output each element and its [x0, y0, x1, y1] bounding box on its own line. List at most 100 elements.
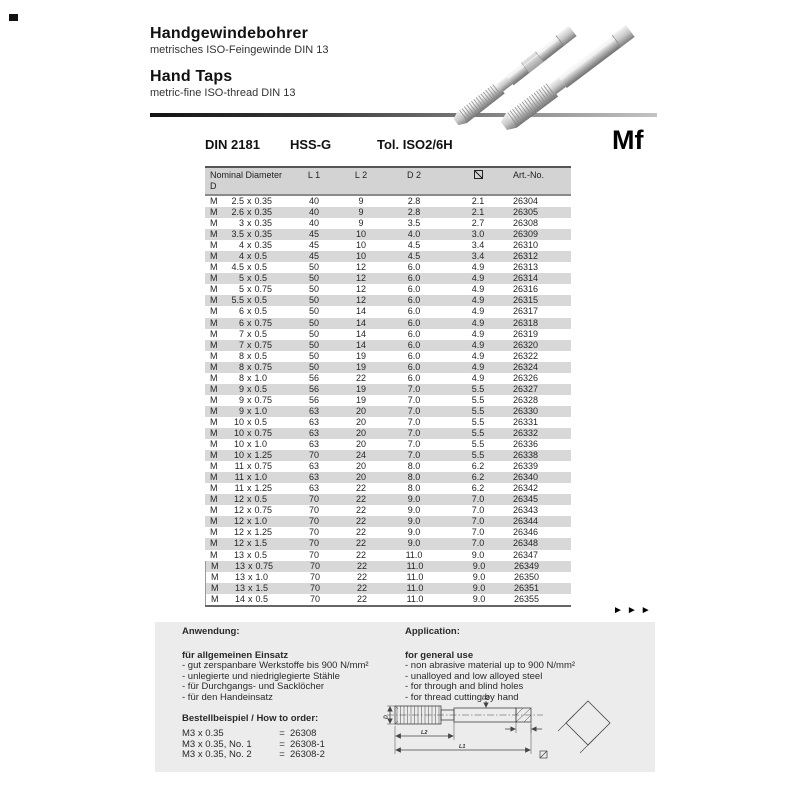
table-row: M 6 x 0.5 50 14 6.0 4.9 26317 — [205, 306, 571, 317]
cell-art-no: 26314 — [513, 273, 539, 284]
cell-d2: 6.0 — [407, 339, 421, 350]
cell-d2: 6.0 — [407, 350, 421, 361]
table-row: M 5 x 0.5 50 12 6.0 4.9 26314 — [205, 273, 571, 285]
table-row: M 10 x 0.5 63 20 7.0 5.5 26331 — [205, 417, 571, 428]
table-row: M 12 x 1.25 70 22 9.0 7.0 26346 — [205, 527, 571, 538]
cell-l2: 22 — [355, 372, 366, 383]
cell-nominal: M 8 x 1.0 — [210, 372, 268, 383]
table-row: M 11 x 1.25 63 22 8.0 6.2 26342 — [205, 483, 571, 494]
cell-square: 4.9 — [471, 273, 485, 284]
cell-art-no: 26312 — [513, 251, 539, 262]
cell-nominal: M 2.5 x 0.35 — [210, 196, 273, 206]
cell-l2: 10 — [355, 240, 366, 251]
cell-art-no: 26304 — [513, 196, 539, 206]
cell-nominal: M 5 x 0.75 — [210, 284, 273, 295]
cell-square: 4.9 — [471, 284, 485, 295]
table-row: M 4.5 x 0.5 50 12 6.0 4.9 26313 — [205, 262, 571, 273]
cell-art-no: 26305 — [513, 207, 539, 218]
cell-d2: 6.0 — [407, 284, 421, 295]
cell-art-no: 26319 — [513, 328, 539, 339]
cell-square: 5.5 — [471, 439, 485, 450]
cell-d2: 6.0 — [407, 328, 421, 339]
cell-square: 4.9 — [471, 306, 485, 317]
cell-l2: 12 — [355, 295, 366, 306]
order-example-heading: Bestellbeispiel / How to order: — [182, 713, 319, 724]
cell-nominal: M 4.5 x 0.5 — [210, 262, 268, 273]
cell-nominal: M 13 x 0.75 — [211, 560, 274, 571]
cell-art-no: 26324 — [513, 361, 539, 372]
cell-l1: 50 — [308, 317, 319, 328]
cell-l1: 56 — [308, 372, 319, 383]
cell-nominal: M 5 x 0.5 — [210, 273, 268, 284]
table-row: M 4 x 0.35 45 10 4.5 3.4 26310 — [205, 240, 571, 251]
diagram-label-d: D — [384, 715, 390, 719]
cell-l2: 22 — [355, 516, 366, 527]
cell-nominal: M 12 x 0.75 — [210, 505, 273, 516]
cell-square: 6.2 — [471, 472, 485, 483]
cell-art-no: 26317 — [513, 306, 539, 317]
cell-nominal: M 4 x 0.5 — [210, 251, 268, 262]
bullet-line: - für Durchgangs- und Sacklöcher — [182, 681, 325, 692]
cell-l2: 20 — [355, 461, 366, 472]
cell-l2: 22 — [356, 582, 367, 593]
cell-l1: 70 — [308, 505, 319, 516]
cell-art-no: 26328 — [513, 394, 539, 405]
cell-l2: 14 — [355, 306, 366, 317]
cell-square: 4.9 — [471, 317, 485, 328]
cell-nominal: M 10 x 1.25 — [210, 450, 273, 461]
cell-nominal: M 7 x 0.5 — [210, 328, 268, 339]
cell-art-no: 26348 — [513, 538, 539, 549]
cell-nominal: M 12 x 1.25 — [210, 527, 273, 538]
cell-l1: 40 — [308, 196, 319, 206]
table-row: M 14 x 0.5 70 22 11.0 9.0 26355 — [205, 593, 571, 605]
cell-nominal: M 2.6 x 0.35 — [210, 207, 273, 218]
cell-square: 9.0 — [472, 582, 486, 593]
order-example-row: M3 x 0.35, No. 1 = 26308-1 — [182, 738, 325, 750]
cell-nominal: M 5.5 x 0.5 — [210, 295, 268, 306]
cell-l1: 56 — [308, 383, 319, 394]
cell-d2: 8.0 — [407, 472, 421, 483]
bullet-line: - gut zerspanbare Werkstoffe bis 900 N/m… — [182, 660, 369, 671]
cell-square: 2.1 — [471, 207, 485, 218]
use-list-german: - gut zerspanbare Werkstoffe bis 900 N/m… — [182, 660, 400, 703]
cell-art-no: 26339 — [513, 461, 539, 472]
col-header-d2: D 2 — [406, 170, 421, 180]
cell-l2: 12 — [355, 273, 366, 284]
cell-square: 5.5 — [471, 416, 485, 427]
table-row: M 12 x 0.5 70 22 9.0 7.0 26345 — [205, 494, 571, 506]
cell-square: 5.5 — [471, 427, 485, 438]
table-row: M 12 x 1.0 70 22 9.0 7.0 26344 — [205, 516, 571, 528]
cell-art-no: 26331 — [513, 416, 539, 427]
tap-dimension-drawing: D D2 L2 L1 — [384, 696, 611, 759]
use-title-german: für allgemeinen Einsatz — [182, 649, 289, 661]
cell-d2: 7.0 — [407, 383, 421, 394]
cell-nominal: M 12 x 1.5 — [210, 538, 268, 549]
cell-square: 4.9 — [471, 339, 485, 350]
cell-nominal: M 7 x 0.75 — [210, 339, 273, 350]
cell-d2: 3.5 — [407, 218, 421, 229]
cell-d2: 7.0 — [407, 416, 421, 427]
cell-nominal: M 11 x 0.75 — [210, 461, 273, 472]
cell-d2: 7.0 — [407, 394, 421, 405]
cell-nominal: M 8 x 0.75 — [210, 361, 273, 372]
cell-art-no: 26346 — [513, 527, 539, 538]
bullet-line: - unalloyed and low alloyed steel — [405, 670, 543, 682]
spec-din-standard: DIN 2181 — [205, 137, 260, 152]
table-row: M 10 x 1.0 63 20 7.0 5.5 26336 — [205, 439, 571, 450]
cell-l2: 12 — [355, 284, 366, 295]
cell-square: 4.9 — [471, 262, 485, 273]
cell-l1: 70 — [309, 571, 320, 582]
cell-l1: 70 — [308, 549, 319, 560]
cell-l2: 14 — [355, 328, 366, 339]
col-header-nominal-diameter: Nominal Diameter D — [210, 170, 283, 191]
cell-d2: 7.0 — [407, 439, 421, 450]
page-corner-mark — [9, 14, 18, 21]
table-row: M 13 x 1.0 70 22 11.0 9.0 26350 — [205, 571, 571, 583]
table-row: M 5.5 x 0.5 50 12 6.0 4.9 26315 — [205, 295, 571, 307]
cell-nominal: M 13 x 1.5 — [211, 582, 269, 593]
cell-art-no: 26309 — [513, 229, 539, 240]
col-header-square — [443, 170, 513, 192]
cell-l2: 19 — [355, 361, 366, 372]
cell-square: 3.4 — [471, 251, 485, 262]
